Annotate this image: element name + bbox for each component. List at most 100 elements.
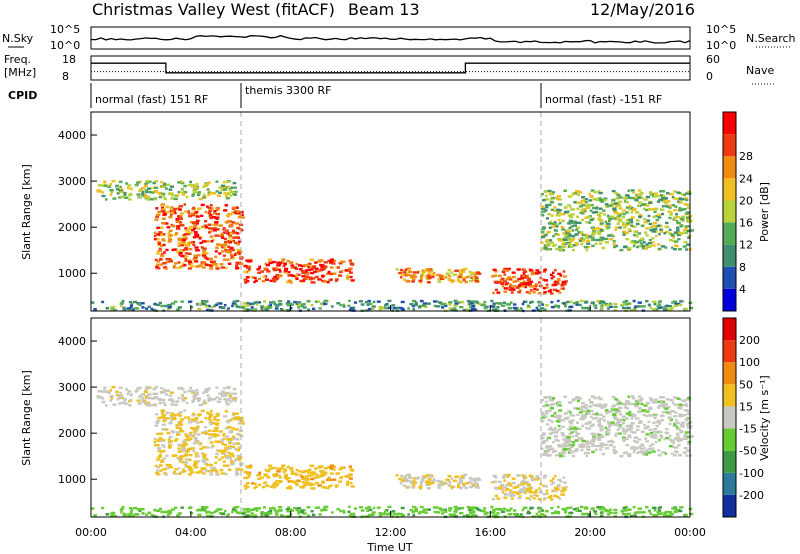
velocity-echo-cell: [563, 442, 566, 446]
velocity-echo-cell: [448, 509, 452, 512]
power-echo-cell: [676, 191, 680, 194]
velocity-echo-cell: [656, 449, 661, 452]
velocity-echo-cell: [522, 478, 526, 481]
power-echo-cell: [553, 283, 558, 287]
power-echo-cell: [623, 200, 627, 203]
velocity-echo-cell: [580, 415, 584, 418]
velocity-scale-label: Velocity [m s⁻¹]: [758, 375, 771, 460]
power-echo-cell: [275, 278, 279, 281]
freq-panel: Freq. [MHz] 18 8 60 0 Nave: [4, 53, 776, 85]
velocity-echo-cell: [350, 485, 355, 488]
velocity-echo-cell: [462, 473, 468, 477]
velocity-echo-cell: [581, 512, 586, 516]
velocity-echo-cell: [542, 476, 546, 479]
velocity-echo-cell: [584, 406, 588, 410]
velocity-echo-cell: [637, 421, 642, 425]
velocity-echo-cell: [563, 488, 567, 492]
velocity-echo-cell: [437, 486, 442, 489]
velocity-echo-cell: [508, 494, 512, 497]
power-echo-cell: [222, 231, 226, 234]
velocity-echo-cell: [639, 448, 644, 451]
power-echo-cell: [647, 304, 651, 307]
power-echo-cell: [165, 257, 170, 261]
power-echo-cell: [480, 303, 485, 306]
velocity-echo-cell: [275, 484, 279, 487]
velocity-echo-cell: [641, 409, 646, 413]
power-echo-cell: [221, 306, 226, 310]
velocity-echo-cell: [566, 436, 572, 439]
velocity-echo-cell: [244, 487, 248, 490]
velocity-echo-cell: [664, 403, 668, 406]
velocity-echo-cell: [613, 515, 617, 518]
velocity-echo-cell: [218, 458, 222, 461]
velocity-echo-cell: [610, 408, 615, 411]
power-echo-cell: [477, 302, 481, 306]
velocity-echo-cell: [532, 497, 536, 500]
power-echo-cell: [645, 243, 649, 246]
power-echo-cell: [191, 194, 195, 197]
velocity-echo-cell: [168, 463, 172, 467]
power-echo-cell: [581, 306, 586, 310]
power-echo-cell: [495, 301, 499, 305]
power-echo-cell: [632, 191, 636, 194]
power-echo-cell: [550, 208, 555, 211]
velocity-echo-cell: [187, 433, 192, 437]
velocity-echo-cell: [653, 433, 658, 437]
velocity-echo-cell: [555, 488, 560, 491]
power-echo-cell: [287, 300, 291, 303]
velocity-echo-cell: [201, 458, 206, 461]
power-echo-cell: [587, 307, 591, 311]
power-echo-cell: [440, 303, 445, 306]
velocity-echo-cell: [222, 434, 225, 437]
power-echo-cell: [238, 252, 242, 256]
power-echo-cell: [420, 304, 424, 308]
velocity-echo-cell: [202, 507, 207, 511]
power-echo-cell: [165, 205, 169, 208]
power-echo-cell: [569, 239, 574, 243]
nave-label: Nave: [746, 64, 774, 77]
velocity-echo-cell: [547, 496, 552, 499]
velocity-echo-cell: [553, 427, 557, 430]
velocity-echo-cell: [257, 507, 261, 510]
power-echo-cell: [229, 190, 234, 194]
velocity-echo-cell: [178, 411, 184, 414]
power-echo-cell: [661, 205, 665, 208]
power-echo-cell: [168, 216, 173, 219]
velocity-echo-cell: [508, 512, 513, 516]
power-echo-cell: [663, 232, 667, 235]
velocity-echo-cell: [215, 470, 219, 474]
power-echo-cell: [639, 242, 644, 245]
velocity-echo-cell: [658, 404, 664, 408]
velocity-echo-cell: [119, 396, 124, 400]
power-echo-cell: [295, 302, 299, 306]
power-echo-cell: [378, 308, 382, 311]
power-echo-cell: [574, 221, 579, 224]
velocity-echo-cell: [182, 468, 185, 471]
power-echo-cell: [197, 307, 202, 311]
velocity-echo-cell: [635, 404, 639, 408]
power-echo-cell: [129, 192, 133, 196]
velocity-echo-cell: [170, 403, 175, 406]
power-echo-cell: [615, 217, 619, 221]
power-echo-cell: [212, 212, 217, 215]
velocity-echo-cell: [122, 514, 127, 517]
power-echo-cell: [637, 301, 643, 304]
velocity-echo-cell: [167, 441, 171, 444]
power-echo-cell: [230, 255, 234, 258]
velocity-echo-cell: [308, 482, 313, 485]
power-echo-cell: [622, 196, 628, 200]
velocity-echo-cell: [606, 420, 610, 423]
power-echo-cell: [101, 300, 105, 304]
velocity-echo-cell: [136, 387, 140, 390]
power-echo-cell: [195, 235, 200, 238]
velocity-echo-cell: [462, 514, 466, 518]
velocity-echo-cell: [624, 437, 629, 441]
velocity-echo-cell: [571, 441, 576, 444]
power-echo-cell: [647, 214, 651, 218]
velocity-echo-cell: [222, 460, 226, 463]
velocity-echo-cell: [205, 446, 210, 449]
power-echo-cell: [579, 299, 584, 303]
velocity-echo-cell: [621, 436, 627, 439]
power-echo-cell: [657, 224, 661, 227]
